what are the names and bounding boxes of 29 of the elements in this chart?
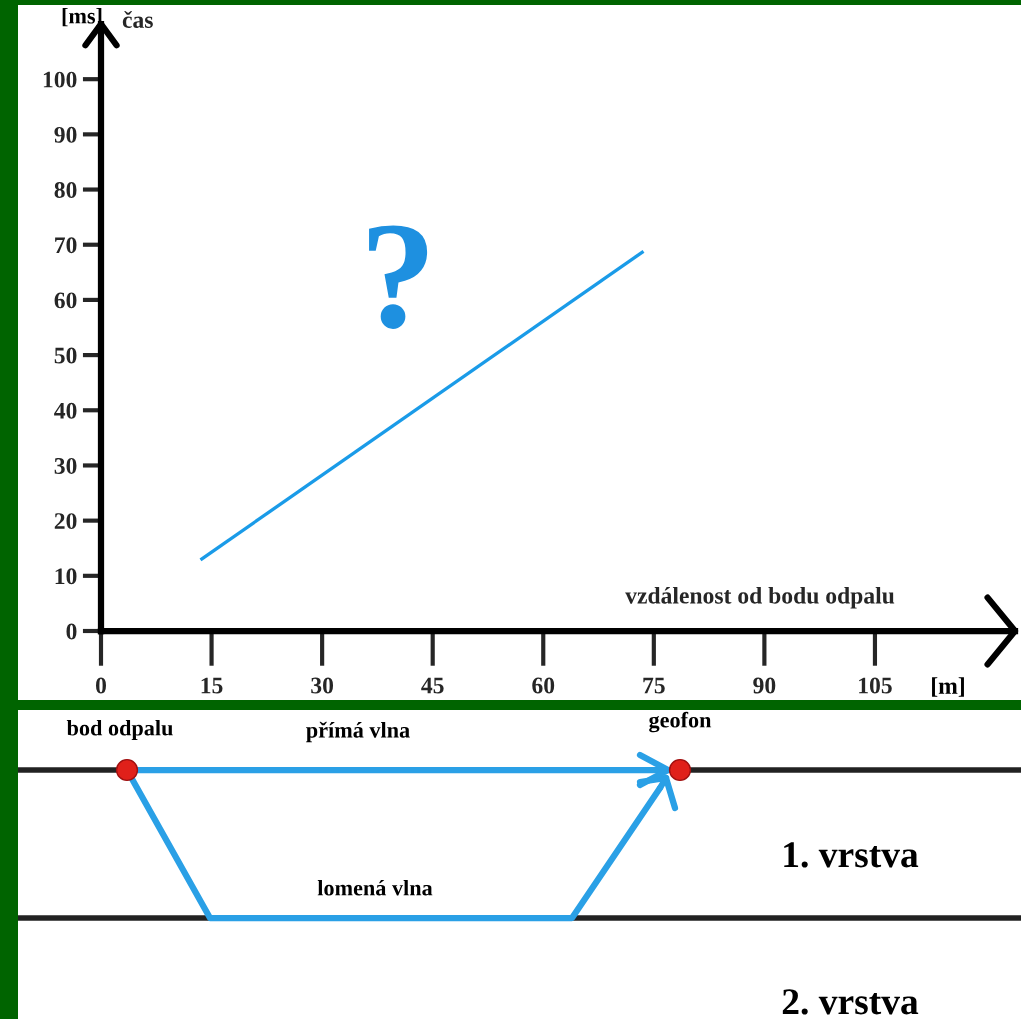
x-tick-label: 60 xyxy=(532,677,555,694)
x-tick-label: 0 xyxy=(96,677,106,694)
y-tick-label: 40 xyxy=(54,402,77,419)
y-tick-label: 30 xyxy=(54,457,77,474)
annotation: ? xyxy=(369,225,428,329)
x-tick-label: 105 xyxy=(859,677,892,694)
y-tick-label: 20 xyxy=(54,513,77,530)
text: lomená vlna xyxy=(317,879,433,896)
x-tick-label: 45 xyxy=(421,677,444,694)
y-tick-label: 10 xyxy=(55,568,77,585)
text: [m] xyxy=(932,677,964,697)
y-tick-label: 0 xyxy=(66,623,77,640)
text: 2. vrstva xyxy=(782,989,919,1015)
x-tick-label: 30 xyxy=(311,677,334,694)
text: bod odpalu xyxy=(66,719,173,741)
text: geofon xyxy=(649,711,712,733)
x-axis-title: vzdálenost od bodu odpalu xyxy=(625,587,895,609)
x-tick-label: 75 xyxy=(643,677,665,694)
y-tick-label: 70 xyxy=(55,237,77,254)
y-axis-title: čas xyxy=(122,11,153,28)
x-tick-label: 15 xyxy=(201,677,223,694)
y-tick-label: 50 xyxy=(54,347,77,364)
text: 1. vrstva xyxy=(784,842,919,868)
y-tick-label: 80 xyxy=(54,182,77,198)
y-tick-label: 100 xyxy=(43,71,77,88)
x-tick-label: 90 xyxy=(753,677,776,694)
y-tick-label: 90 xyxy=(54,126,77,143)
text: přímá vlna xyxy=(306,721,410,743)
y-tick-label: 60 xyxy=(54,292,77,309)
